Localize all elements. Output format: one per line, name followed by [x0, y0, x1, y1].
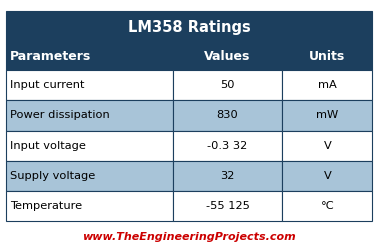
Text: Temperature: Temperature [10, 201, 82, 211]
Bar [6, 161, 172, 191]
Bar [172, 44, 282, 70]
Text: Values: Values [204, 50, 251, 64]
Text: V: V [324, 141, 331, 151]
Text: 32: 32 [220, 171, 235, 181]
Text: -0.3 32: -0.3 32 [208, 141, 248, 151]
Text: Supply voltage: Supply voltage [10, 171, 96, 181]
Bar [282, 70, 372, 100]
Bar [6, 70, 172, 100]
Text: LM358 Ratings: LM358 Ratings [128, 20, 250, 35]
Text: Units: Units [309, 50, 345, 64]
Bar [282, 191, 372, 221]
Bar [6, 130, 172, 161]
Text: Power dissipation: Power dissipation [10, 110, 110, 120]
Text: -55 125: -55 125 [206, 201, 249, 211]
Bar [282, 161, 372, 191]
Bar [282, 100, 372, 130]
Bar [282, 44, 372, 70]
Bar [6, 191, 172, 221]
Text: V: V [324, 171, 331, 181]
Text: 50: 50 [220, 80, 235, 90]
Text: °C: °C [321, 201, 334, 211]
Bar [282, 130, 372, 161]
Bar [172, 130, 282, 161]
Bar [172, 191, 282, 221]
Text: mW: mW [316, 110, 339, 120]
Text: Parameters: Parameters [10, 50, 91, 64]
Bar [172, 100, 282, 130]
Text: Input voltage: Input voltage [10, 141, 86, 151]
Bar [6, 100, 172, 130]
Text: mA: mA [318, 80, 337, 90]
Bar [6, 44, 172, 70]
Bar [6, 11, 372, 44]
Bar [172, 70, 282, 100]
Bar [172, 161, 282, 191]
Text: www.TheEngineeringProjects.com: www.TheEngineeringProjects.com [82, 232, 296, 242]
Text: 830: 830 [217, 110, 239, 120]
Text: Input current: Input current [10, 80, 85, 90]
